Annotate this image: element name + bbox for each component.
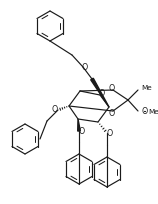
Text: O: O — [99, 89, 105, 98]
Text: O: O — [52, 105, 58, 114]
Text: O: O — [82, 62, 88, 71]
Text: O: O — [109, 84, 115, 93]
Text: O: O — [79, 127, 85, 136]
Polygon shape — [78, 119, 80, 131]
Text: Me: Me — [148, 109, 158, 114]
Text: O: O — [141, 107, 147, 116]
Text: O: O — [109, 109, 115, 118]
Text: Me: Me — [141, 85, 152, 91]
Polygon shape — [91, 79, 109, 108]
Text: O: O — [107, 129, 113, 138]
